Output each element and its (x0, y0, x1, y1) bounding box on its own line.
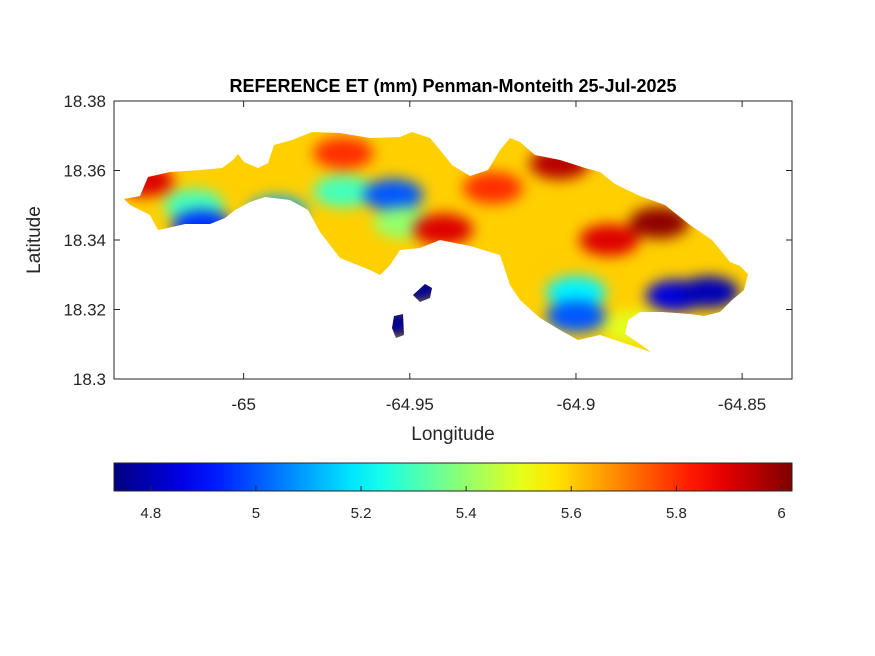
colorbar-tick-label: 5.6 (561, 505, 582, 522)
y-axis-ticks: 18.3 18.32 18.34 18.36 18.38 (63, 92, 792, 389)
colorbar-tick-label: 4.8 (140, 505, 161, 522)
heatmap-region-4 (313, 175, 374, 208)
colorbar (113, 462, 793, 492)
heatmap-region-17 (678, 276, 739, 309)
x-tick-label: -64.85 (718, 395, 766, 414)
colorbar-tick-label: 6 (777, 505, 785, 522)
y-tick-label: 18.32 (63, 301, 106, 320)
x-tick-label: -64.9 (557, 395, 596, 414)
y-tick-label: 18.3 (73, 370, 106, 389)
colorbar-tick-label: 5.8 (666, 505, 687, 522)
y-tick-label: 18.34 (63, 231, 106, 250)
heatmap-region-9 (462, 171, 523, 204)
x-axis-ticks: -65 -64.95 -64.9 -64.85 (231, 101, 766, 414)
heatmap-region-11 (629, 206, 690, 239)
chart-title: REFERENCE ET (mm) Penman-Monteith 25-Jul… (229, 76, 676, 96)
colorbar-tick-label: 5.4 (456, 505, 477, 522)
heatmap-region-5 (363, 178, 424, 211)
y-axis-label: Latitude (24, 206, 45, 274)
heatmap-region-14 (546, 276, 606, 309)
colorbar-ticks: 4.8 5 5.2 5.4 5.6 5.8 6 (140, 486, 786, 522)
x-tick-label: -64.95 (386, 395, 434, 414)
y-tick-label: 18.36 (63, 162, 106, 181)
x-axis-label: Longitude (411, 424, 494, 445)
heatmap-region-8 (413, 213, 473, 246)
x-tick-label: -65 (231, 395, 256, 414)
colorbar-tick-label: 5.2 (351, 505, 372, 522)
heatmap-region-7 (313, 137, 374, 170)
heatmap-region-12 (579, 224, 640, 256)
heatmap-region-13 (529, 251, 590, 284)
y-tick-label: 18.38 (63, 92, 106, 111)
heatmap-region-15 (546, 300, 606, 333)
colorbar-tick-label: 5 (252, 505, 260, 522)
